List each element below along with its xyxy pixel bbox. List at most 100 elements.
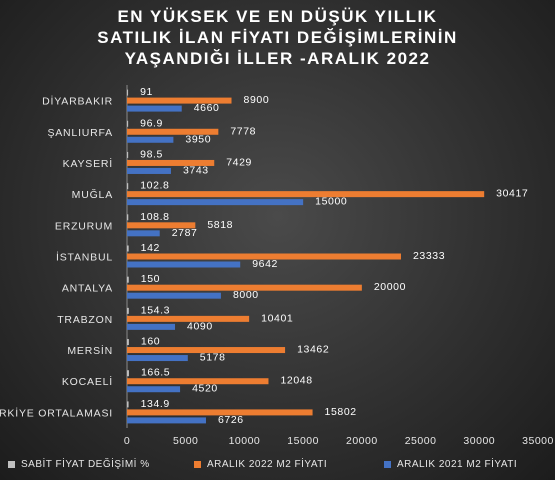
data-label: 134.9 xyxy=(141,398,170,410)
data-label: 3950 xyxy=(185,133,211,145)
legend-label-aralik-2021: ARALIK 2021 M2 FİYATI xyxy=(397,459,518,470)
x-tick-label: 25000 xyxy=(405,435,437,447)
bar-series-2 xyxy=(127,409,313,416)
data-label: 6726 xyxy=(218,414,244,426)
data-label: 4090 xyxy=(187,320,213,332)
bar-series-3 xyxy=(127,386,181,393)
data-label: 154.3 xyxy=(141,304,170,316)
category-label: TÜRKİYE ORTALAMASI xyxy=(0,406,113,419)
bar-series-1 xyxy=(127,151,129,158)
x-tick-label: 10000 xyxy=(229,435,261,447)
bar-series-2 xyxy=(127,191,485,198)
bar-series-1 xyxy=(127,339,129,346)
legend-item-sabit: SABİT FİYAT DEĞİŞİMİ % xyxy=(8,459,150,470)
chart-title-line-2: SATILIK İLAN FİYATI DEĞİŞİMLERİNİN xyxy=(97,28,458,47)
data-label: 10401 xyxy=(261,312,293,324)
bar-series-1 xyxy=(127,245,129,252)
data-label: 160 xyxy=(141,336,160,348)
data-label: 96.9 xyxy=(140,117,163,129)
category-label: İSTANBUL xyxy=(56,251,113,264)
x-tick-label: 35000 xyxy=(522,435,554,447)
category-label: TRABZON xyxy=(57,314,113,326)
bar-series-2 xyxy=(127,222,196,229)
bar-series-1 xyxy=(127,89,129,96)
data-label: 91 xyxy=(140,86,153,98)
data-label: 8000 xyxy=(233,289,259,301)
bar-series-2 xyxy=(127,253,401,260)
category-label: ERZURUM xyxy=(55,220,113,232)
category-label: KAYSERİ xyxy=(63,157,113,170)
bar-series-2 xyxy=(127,347,286,354)
bar-series-3 xyxy=(127,417,206,424)
data-label: 5178 xyxy=(200,352,226,364)
bar-chart: DİYARBAKIR 91 8900 4660 ŞANLIURFA 96.9 7778 395… xyxy=(0,85,554,447)
data-label: 4520 xyxy=(192,383,218,395)
category-label: ŞANLIURFA xyxy=(47,127,113,139)
data-label: 15802 xyxy=(325,406,357,418)
category-label: DİYARBAKIR xyxy=(42,95,113,108)
category-label: MERSİN xyxy=(67,344,113,357)
bar-series-3 xyxy=(127,199,304,206)
data-label: 20000 xyxy=(374,281,406,293)
data-label: 9642 xyxy=(252,258,278,270)
data-label: 98.5 xyxy=(140,148,163,160)
bar-series-2 xyxy=(127,128,219,135)
data-label: 150 xyxy=(141,273,160,285)
bar-series-1 xyxy=(127,120,129,127)
data-label: 4660 xyxy=(194,102,220,114)
bar-series-1 xyxy=(127,276,129,283)
bar-series-1 xyxy=(127,401,129,408)
bar-series-1 xyxy=(127,214,129,221)
chart-title-line-1: EN YÜKSEK VE EN DÜŞÜK YILLIK xyxy=(117,7,438,26)
bar-series-3 xyxy=(127,261,241,268)
bar-series-1 xyxy=(127,183,129,190)
chart-title: EN YÜKSEK VE EN DÜŞÜK YILLIK SATILIK İLA… xyxy=(0,6,555,69)
bar-series-3 xyxy=(127,292,221,299)
legend-item-aralik-2021: ARALIK 2021 M2 FİYATI xyxy=(384,459,517,470)
bar-series-1 xyxy=(127,370,129,377)
data-label: 5818 xyxy=(207,219,233,231)
data-label: 30417 xyxy=(496,188,528,200)
data-label: 108.8 xyxy=(140,211,169,223)
data-label: 7429 xyxy=(226,156,252,168)
data-label: 3743 xyxy=(183,164,209,176)
bar-series-3 xyxy=(127,167,171,174)
x-tick-label: 20000 xyxy=(346,435,378,447)
legend-swatch-aralik-2022 xyxy=(194,461,201,468)
data-label: 142 xyxy=(141,242,160,254)
bar-series-3 xyxy=(127,136,174,143)
bar-series-3 xyxy=(127,355,188,362)
bar-series-2 xyxy=(127,97,232,104)
bar-series-3 xyxy=(127,323,176,330)
data-label: 23333 xyxy=(413,250,445,262)
bar-series-1 xyxy=(127,307,129,314)
bar-series-2 xyxy=(127,378,269,385)
category-label: MUĞLA xyxy=(72,188,113,201)
legend-swatch-aralik-2021 xyxy=(384,461,391,468)
bar-series-2 xyxy=(127,284,362,291)
x-tick-label: 15000 xyxy=(287,435,319,447)
data-label: 7778 xyxy=(230,125,256,137)
x-tick-label: 30000 xyxy=(463,435,495,447)
data-label: 102.8 xyxy=(140,180,169,192)
x-tick-label: 0 xyxy=(124,435,130,447)
category-label: ANTALYA xyxy=(62,283,113,295)
legend-swatch-sabit xyxy=(8,461,15,468)
bar-series-3 xyxy=(127,105,182,112)
data-label: 13462 xyxy=(297,344,329,356)
data-label: 15000 xyxy=(315,196,347,208)
legend-label-sabit: SABİT FİYAT DEĞİŞİMİ % xyxy=(21,459,150,470)
data-label: 8900 xyxy=(244,94,270,106)
data-label: 12048 xyxy=(280,375,312,387)
x-tick-label: 5000 xyxy=(173,435,198,447)
bar-series-2 xyxy=(127,159,215,166)
chart-legend: SABİT FİYAT DEĞİŞİMİ % ARALIK 2022 M2 Fİ… xyxy=(0,459,555,475)
bar-series-2 xyxy=(127,315,250,322)
data-label: 166.5 xyxy=(141,367,170,379)
data-label: 2787 xyxy=(172,227,198,239)
bar-series-3 xyxy=(127,230,160,237)
chart-title-line-3: YAŞANDIĞI İLLER -ARALIK 2022 xyxy=(124,49,431,68)
legend-item-aralik-2022: ARALIK 2022 M2 FİYATI xyxy=(194,459,327,470)
category-label: KOCAELİ xyxy=(62,375,113,388)
legend-label-aralik-2022: ARALIK 2022 M2 FİYATI xyxy=(207,459,328,470)
